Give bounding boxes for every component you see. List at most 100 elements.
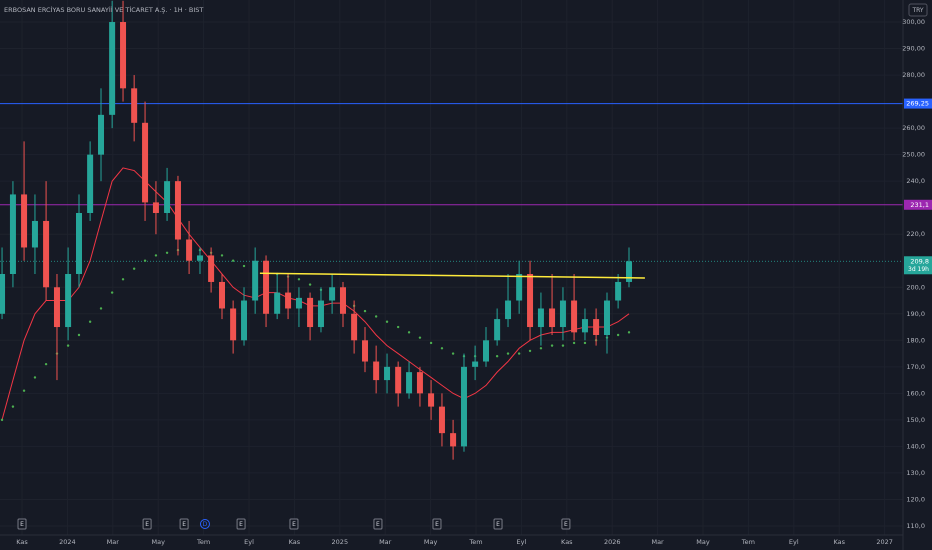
candle-body (152, 202, 159, 213)
x-tick-label: 2027 (876, 538, 893, 546)
candle-body (31, 220, 38, 248)
event-label: E (239, 521, 243, 528)
event-label: D (203, 521, 208, 528)
candle-body (428, 393, 435, 407)
candle-body (120, 22, 127, 89)
y-tick-label: 170,0 (906, 363, 925, 371)
candle-body (593, 319, 600, 336)
candle-body (472, 361, 479, 367)
x-tick-label: Mar (379, 538, 392, 546)
x-tick-label: Kas (16, 538, 28, 546)
x-tick-label: Mar (107, 538, 120, 546)
y-tick-label: 240,0 (906, 177, 925, 185)
x-tick-label: Kas (833, 538, 845, 546)
x-tick-label: May (696, 538, 710, 546)
y-tick-label: 140,0 (906, 442, 925, 450)
moving-average-dot (385, 320, 389, 323)
moving-average-dot (132, 267, 136, 270)
x-tick-label: 2026 (604, 538, 621, 546)
candle-body (395, 366, 402, 394)
event-label: E (20, 521, 24, 528)
candle-body (494, 319, 501, 341)
countdown-label: 3d 19h (908, 266, 929, 273)
candle-body (516, 273, 523, 301)
moving-average-dot (33, 376, 37, 379)
candle-body (65, 273, 72, 328)
y-tick-label: 180,0 (906, 336, 925, 344)
event-label: E (182, 521, 186, 528)
moving-average-dot (308, 283, 312, 286)
moving-average-dot (418, 336, 422, 339)
currency[interactable]: TRY (911, 7, 923, 14)
candle-body (263, 260, 270, 314)
moving-average-dot (616, 333, 620, 337)
moving-average-dot (165, 251, 169, 254)
candle-body (274, 292, 281, 314)
y-tick-label: 260,00 (902, 124, 925, 132)
moving-average-dot (451, 352, 455, 355)
y-tick-label: 250,00 (902, 151, 925, 159)
moving-average-dot (407, 331, 411, 334)
moving-average-dot (517, 352, 521, 355)
candle-body (603, 300, 610, 336)
candle-body (131, 88, 138, 123)
candle-body (219, 281, 226, 309)
candle-body (460, 366, 467, 447)
last-price-box (904, 256, 932, 275)
moving-average-dot (495, 355, 499, 358)
x-tick-label: Mar (651, 538, 664, 546)
moving-average-dot (440, 347, 444, 350)
moving-average-dot (297, 278, 301, 281)
event-label: E (376, 521, 380, 528)
candle-body (0, 273, 6, 314)
x-tick-label: Eyl (789, 538, 799, 546)
moving-average-dot (572, 341, 576, 345)
y-tick-label: 130,0 (906, 469, 925, 477)
event-marker (199, 519, 210, 529)
event-marker (17, 518, 27, 530)
event-label: E (145, 521, 149, 528)
candle-body (615, 281, 622, 301)
candle-body (626, 261, 633, 282)
y-tick-label: 110,0 (906, 522, 925, 530)
event-label: E (292, 521, 296, 528)
moving-average-dot (528, 349, 532, 353)
event-label: E (435, 521, 439, 528)
x-tick-label: May (151, 538, 165, 546)
y-tick-label: 290,00 (902, 45, 925, 53)
moving-average-dot (550, 344, 554, 347)
moving-average-dot (11, 405, 15, 408)
event-marker (432, 518, 442, 530)
y-tick-label: 160,0 (906, 389, 925, 397)
axes: 300,00 290,00 280,00 260,00 250,00 240,0 220,0… (16, 18, 932, 546)
moving-average-dot (539, 347, 543, 350)
event-marker (561, 518, 571, 530)
moving-average-dot (396, 325, 400, 329)
level-label-box (904, 98, 932, 109)
currency-box[interactable] (908, 3, 928, 17)
y-tick-label: 190,0 (906, 310, 925, 318)
moving-average-dot (220, 254, 224, 257)
candle-body (75, 212, 82, 274)
candle-body (384, 366, 391, 381)
moving-average-dot (99, 307, 103, 310)
level-label-box (904, 199, 932, 210)
level-label: 231,1 (910, 201, 929, 209)
candle-body (98, 114, 105, 155)
candle-body (329, 287, 336, 301)
moving-average-dot (363, 309, 367, 313)
candle-body (285, 292, 292, 309)
candle-body (362, 340, 369, 362)
chart-title: ERBOSAN ERCİYAS BORU SANAYİİ VE TİCARET … (4, 5, 203, 14)
moving-average-dot (44, 362, 48, 366)
candle-body (174, 181, 181, 240)
moving-average-dot (88, 320, 92, 323)
candle-body (438, 406, 445, 434)
candle-body (87, 154, 94, 213)
event-label: E (496, 521, 500, 528)
moving-average-dot (0, 418, 4, 422)
event-marker (236, 518, 246, 530)
